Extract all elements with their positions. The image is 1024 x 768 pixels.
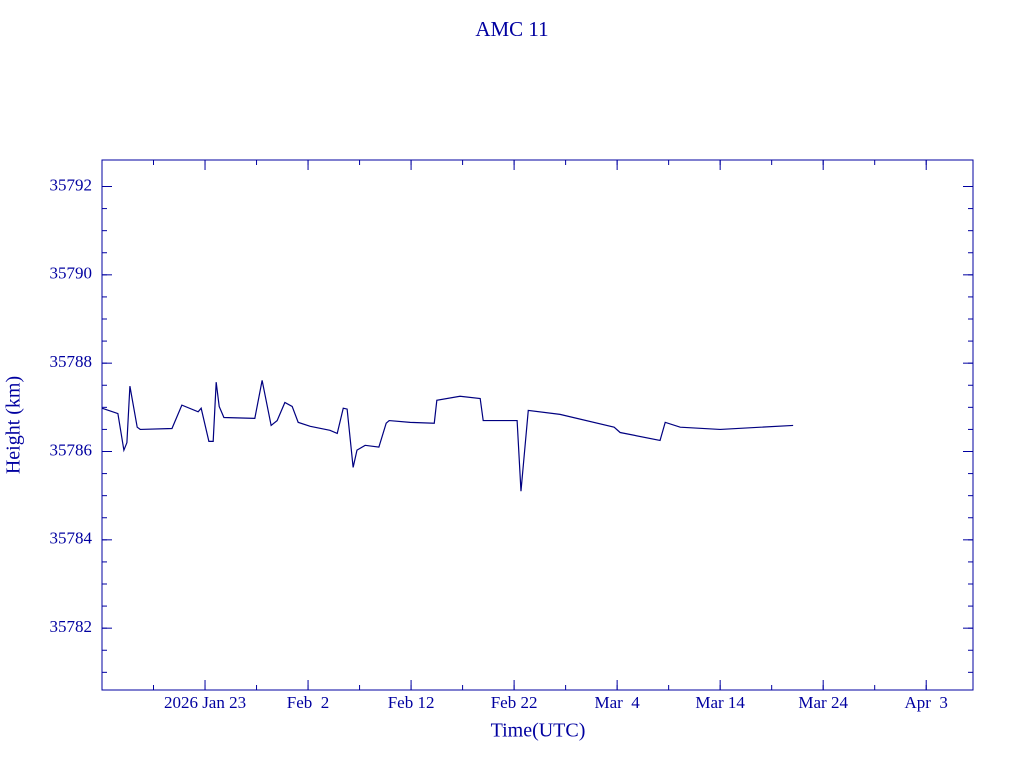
x-axis-label: Time(UTC) [491, 720, 586, 742]
y-tick-label: 35782 [50, 617, 93, 636]
x-tick-label: Mar 24 [798, 693, 848, 712]
data-line [101, 380, 794, 492]
x-tick-label: 2026 Jan 23 [164, 693, 246, 712]
y-tick-label: 35786 [50, 440, 93, 459]
y-axis-label: Height (km) [3, 376, 25, 474]
x-tick-label: Feb 2 [287, 693, 330, 712]
x-tick-label: Mar 4 [594, 693, 640, 712]
y-tick-label: 35792 [50, 175, 93, 194]
y-tick-label: 35784 [50, 529, 93, 548]
x-tick-label: Apr 3 [904, 693, 947, 712]
plot-frame [101, 159, 974, 691]
chart-title: AMC 11 [475, 17, 548, 41]
x-tick-label: Feb 12 [388, 693, 435, 712]
x-tick-label: Feb 22 [491, 693, 538, 712]
y-tick-label: 35788 [50, 352, 93, 371]
x-tick-label: Mar 14 [695, 693, 745, 712]
y-tick-label: 35790 [50, 264, 93, 283]
